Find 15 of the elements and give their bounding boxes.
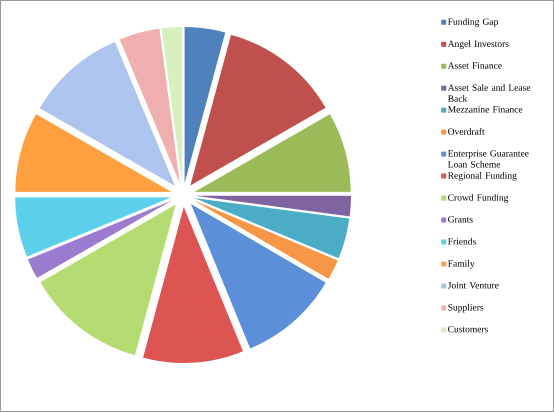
legend-label: Crowd Funding [448,194,508,203]
legend-label: Angel Investors [448,40,509,49]
legend-label: Overdraft [448,128,485,135]
legend-label: Friends [448,238,476,245]
legend-label: Mezzanine Finance [448,106,522,113]
legend-label: Asset Sale and Lease Back [448,84,530,102]
legend-label: Family [448,260,475,269]
legend-label: Joint Venture [448,282,499,289]
legend-label: Enterprise Guarantee Loan Scheme [448,150,529,168]
legend-label: Asset Finance [448,62,502,69]
legend-label: Grants [448,216,473,223]
legend-label: Suppliers [448,304,484,313]
legend-label: Customers [448,326,488,332]
legend-label: Funding Gap [448,18,498,27]
legend-label: Regional Funding [448,172,517,181]
